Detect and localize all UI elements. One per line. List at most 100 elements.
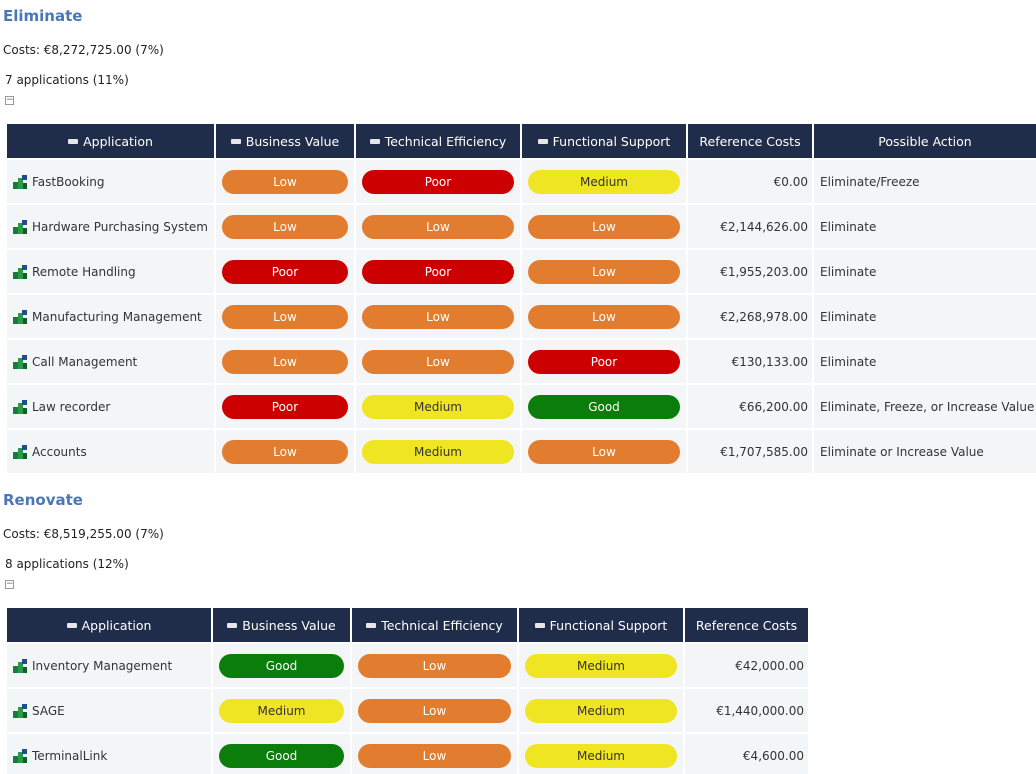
reference-cost: €130,133.00	[731, 354, 808, 369]
application-name[interactable]: Law recorder	[32, 399, 111, 414]
application-name[interactable]: Inventory Management	[32, 658, 173, 673]
rating-pill: Poor	[362, 259, 514, 284]
possible-action: Eliminate	[820, 264, 877, 279]
column-header[interactable]: Technical Efficiency	[352, 608, 517, 642]
application-name[interactable]: FastBooking	[32, 174, 105, 189]
table-cell: Inventory Management	[7, 644, 211, 687]
table-cell: Remote Handling	[7, 250, 214, 293]
rating-pill: Low	[222, 169, 348, 194]
rating-pill: Low	[362, 304, 514, 329]
rating-pill: Good	[528, 394, 680, 419]
collapse-toggle[interactable]: −	[5, 95, 14, 105]
reference-cost: €4,600.00	[742, 748, 804, 763]
table-cell: Eliminate, Freeze, or Increase Value	[814, 385, 1036, 428]
table-cell: Call Management	[7, 340, 214, 383]
table-cell: Eliminate	[814, 250, 1036, 293]
reference-cost: €42,000.00	[735, 658, 804, 673]
rating-pill: Medium	[525, 698, 677, 723]
rating-pill: Low	[528, 259, 680, 284]
table-cell: Low	[356, 205, 520, 248]
rating-pill: Low	[222, 349, 348, 374]
possible-action: Eliminate	[820, 219, 877, 234]
application-name[interactable]: Call Management	[32, 354, 138, 369]
application-name[interactable]: Hardware Purchasing System	[32, 219, 208, 234]
table-cell: Law recorder	[7, 385, 214, 428]
rating-pill: Low	[362, 349, 514, 374]
table-cell: Good	[213, 734, 350, 774]
rating-pill: Low	[528, 439, 680, 464]
column-header[interactable]: Business Value	[216, 124, 354, 158]
table-cell: Eliminate	[814, 340, 1036, 383]
rating-pill: Poor	[222, 259, 348, 284]
table-cell: Low	[216, 295, 354, 338]
application-name[interactable]: Remote Handling	[32, 264, 136, 279]
possible-action: Eliminate or Increase Value	[820, 444, 984, 459]
header-label: Technical Efficiency	[384, 133, 507, 149]
header-label: Functional Support	[552, 133, 671, 149]
app-icon	[12, 264, 28, 280]
reference-cost: €66,200.00	[739, 399, 808, 414]
column-header[interactable]: Application	[7, 124, 214, 158]
collapse-toggle[interactable]: −	[5, 579, 14, 589]
table-cell: Poor	[216, 385, 354, 428]
header-label: Technical Efficiency	[381, 617, 503, 633]
table-cell: Low	[522, 205, 686, 248]
column-header[interactable]: Application	[7, 608, 211, 642]
column-header[interactable]: Functional Support	[522, 124, 686, 158]
rating-pill: Low	[362, 214, 514, 239]
table-cell: Low	[522, 250, 686, 293]
column-header[interactable]: Technical Efficiency	[356, 124, 520, 158]
table-cell: FastBooking	[7, 160, 214, 203]
column-header[interactable]: Reference Costs	[685, 608, 808, 642]
table-cell: Poor	[356, 160, 520, 203]
table-cell: Poor	[522, 340, 686, 383]
table-cell: Eliminate	[814, 295, 1036, 338]
column-header[interactable]: Functional Support	[519, 608, 683, 642]
table-cell: Good	[522, 385, 686, 428]
application-name[interactable]: Accounts	[32, 444, 87, 459]
header-icon	[68, 138, 79, 144]
header-icon	[534, 622, 545, 628]
app-icon	[12, 444, 28, 460]
table-cell: €0.00	[688, 160, 812, 203]
header-icon	[537, 138, 548, 144]
application-count: 7 applications (11%)	[5, 73, 129, 87]
table-cell: €2,144,626.00	[688, 205, 812, 248]
table-cell: €42,000.00	[685, 644, 808, 687]
rating-pill: Low	[222, 214, 348, 239]
table-cell: Medium	[213, 689, 350, 732]
rating-pill: Poor	[528, 349, 680, 374]
possible-action: Eliminate	[820, 354, 877, 369]
rating-pill: Good	[219, 743, 344, 768]
header-icon	[227, 622, 238, 628]
app-icon	[12, 354, 28, 370]
section-title: Eliminate	[3, 7, 83, 25]
possible-action: Eliminate, Freeze, or Increase Value	[820, 399, 1035, 414]
application-name[interactable]: TerminalLink	[32, 748, 108, 763]
header-label: Reference Costs	[699, 133, 801, 149]
column-header[interactable]: Business Value	[213, 608, 350, 642]
application-name[interactable]: SAGE	[32, 703, 65, 718]
table-cell: Low	[352, 734, 517, 774]
column-header[interactable]: Reference Costs	[688, 124, 812, 158]
table-cell: Medium	[519, 689, 683, 732]
header-icon	[66, 622, 77, 628]
table-cell: Medium	[519, 734, 683, 774]
rating-pill: Low	[358, 743, 511, 768]
column-header[interactable]: Possible Action	[814, 124, 1036, 158]
header-icon	[369, 138, 380, 144]
rating-pill: Medium	[525, 743, 677, 768]
possible-action: Eliminate/Freeze	[820, 174, 920, 189]
rating-pill: Poor	[222, 394, 348, 419]
costs: Costs: €8,272,725.00 (7%)	[3, 43, 164, 57]
table-cell: Low	[522, 295, 686, 338]
table-cell: Eliminate or Increase Value	[814, 430, 1036, 473]
application-name[interactable]: Manufacturing Management	[32, 309, 202, 324]
table-cell: Low	[216, 160, 354, 203]
header-label: Reference Costs	[695, 617, 798, 633]
rating-pill: Good	[219, 653, 344, 678]
rating-pill: Low	[528, 214, 680, 239]
rating-pill: Low	[222, 304, 348, 329]
rating-pill: Medium	[362, 439, 514, 464]
